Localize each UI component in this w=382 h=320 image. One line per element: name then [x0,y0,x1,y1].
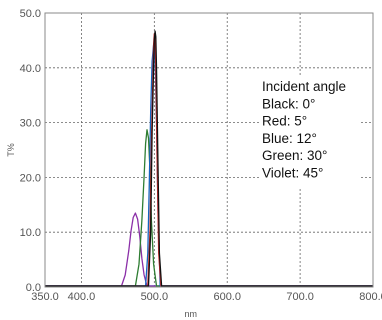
annotation-line: Violet: 45° [262,166,323,181]
x-tick-label: 350.0 [31,291,59,303]
annotation-line: Green: 30° [262,148,327,163]
series-line [45,212,373,287]
series-group [45,30,373,287]
x-axis-ticks: 350.0 400.0 500.0 600.0 700.0 800.0 [31,291,382,303]
annotation-line: Black: 0° [262,96,315,111]
y-axis-ticks: 0.0 10.0 20.0 30.0 40.0 50.0 [20,8,41,294]
x-tick-label: 600.0 [213,291,241,303]
legend-annotation: Incident angle Black: 0° Red: 5° Blue: 1… [259,75,361,187]
series-line [45,129,373,287]
y-tick-label: 0.0 [26,282,41,294]
annotation-background [259,75,361,187]
series-line [45,30,373,287]
x-tick-label: 400.0 [68,291,96,303]
annotation-line: Incident angle [262,79,346,94]
y-tick-label: 20.0 [20,172,41,184]
y-tick-label: 40.0 [20,63,41,75]
annotation-line: Blue: 12° [262,131,317,146]
plot-frame [44,12,374,288]
x-tick-label: 800.0 [359,291,382,303]
y-tick-label: 10.0 [20,227,41,239]
y-tick-label: 50.0 [20,8,41,20]
x-tick-label: 500.0 [141,291,169,303]
y-axis-label: T% [6,143,16,157]
annotation-line: Red: 5° [262,114,307,129]
x-tick-label: 700.0 [286,291,314,303]
y-tick-label: 30.0 [20,118,41,130]
x-axis-label: nm [185,309,198,319]
